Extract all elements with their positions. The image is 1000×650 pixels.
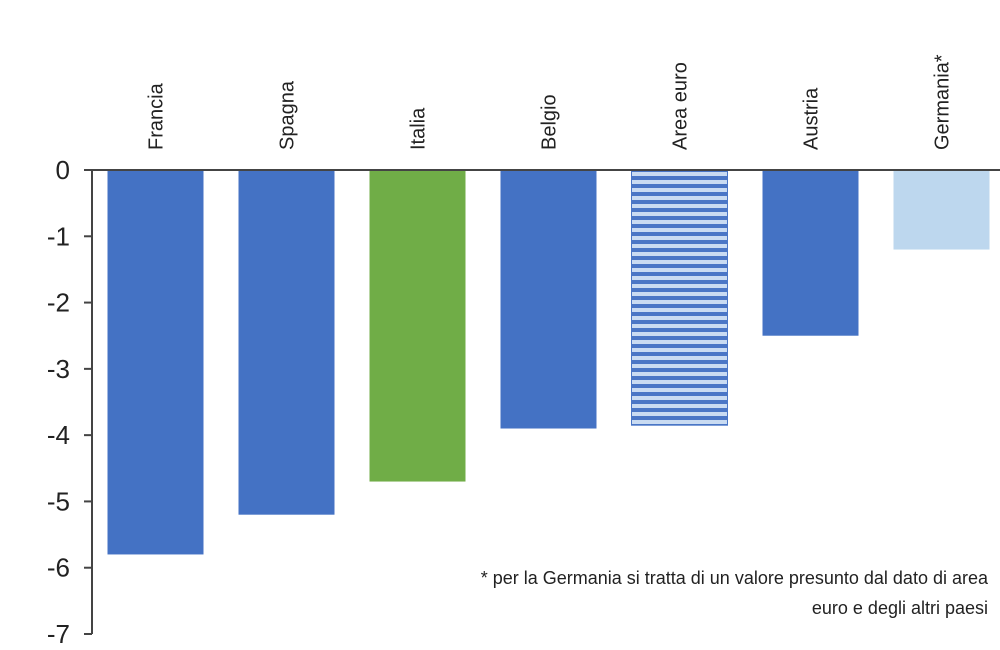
y-tick-label: -4	[47, 420, 70, 450]
y-tick-label: 0	[56, 155, 70, 185]
bar	[500, 170, 597, 429]
bar	[893, 170, 990, 250]
x-tick-label: Spagna	[277, 80, 299, 150]
x-tick-label: Area euro	[670, 62, 692, 150]
x-tick-label: Belgio	[539, 94, 561, 150]
footnote: * per la Germania si tratta di un valore…	[481, 568, 989, 588]
y-tick-label: -5	[47, 486, 70, 516]
y-tick-label: -2	[47, 288, 70, 318]
y-tick-label: -3	[47, 354, 70, 384]
x-tick-label: Austria	[801, 87, 823, 150]
x-tick-label: Francia	[146, 82, 168, 150]
x-tick-label: Italia	[408, 107, 430, 150]
bar	[631, 169, 728, 426]
bar	[762, 170, 859, 336]
y-tick-label: -7	[47, 619, 70, 649]
footnote: euro e degli altri paesi	[812, 598, 988, 618]
x-tick-label: Germania*	[932, 54, 954, 150]
bar	[369, 170, 466, 482]
bar	[238, 170, 335, 515]
y-tick-label: -6	[47, 553, 70, 583]
y-tick-label: -1	[47, 221, 70, 251]
bar	[107, 170, 204, 555]
